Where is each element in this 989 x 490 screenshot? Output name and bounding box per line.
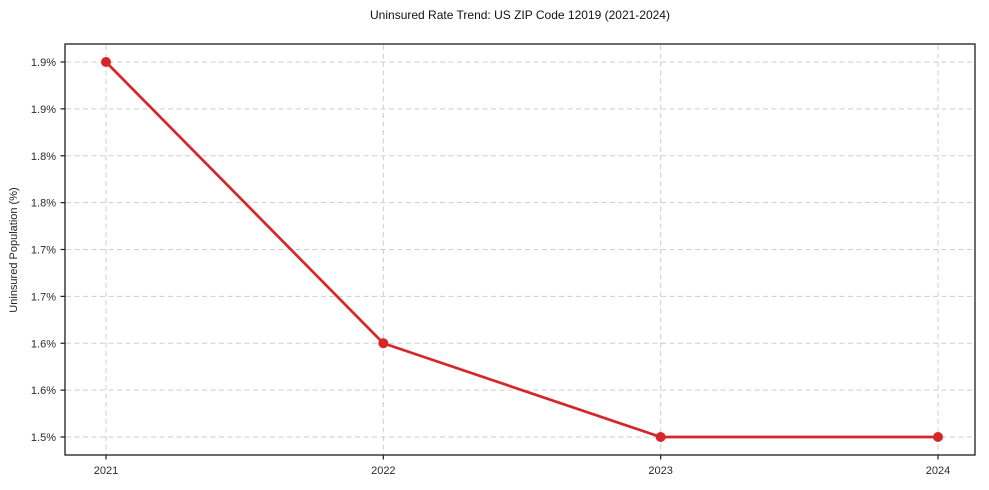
data-point	[378, 338, 389, 349]
data-point	[101, 57, 111, 67]
y-tick-label: 1.7%	[31, 291, 56, 303]
y-tick-label: 1.5%	[31, 432, 56, 444]
data-point	[933, 432, 943, 442]
data-point	[655, 432, 666, 442]
y-tick-label: 1.8%	[31, 198, 56, 210]
y-tick-label: 1.7%	[31, 245, 56, 257]
y-tick-label: 1.6%	[31, 385, 56, 397]
trend-line	[104, 60, 940, 439]
x-tick-label: 2022	[371, 465, 395, 477]
y-axis-label: Uninsured Population (%)	[8, 187, 20, 313]
x-tick-label: 2023	[648, 465, 672, 477]
y-tick-label: 1.6%	[31, 338, 56, 350]
y-tick-label: 1.9%	[31, 57, 56, 69]
x-tick-label: 2024	[926, 465, 950, 477]
y-tick-label: 1.9%	[31, 104, 56, 116]
y-tick-label: 1.8%	[31, 151, 56, 163]
chart-title: Uninsured Rate Trend: US ZIP Code 12019 …	[370, 8, 670, 22]
x-tick-label: 2021	[94, 465, 118, 477]
